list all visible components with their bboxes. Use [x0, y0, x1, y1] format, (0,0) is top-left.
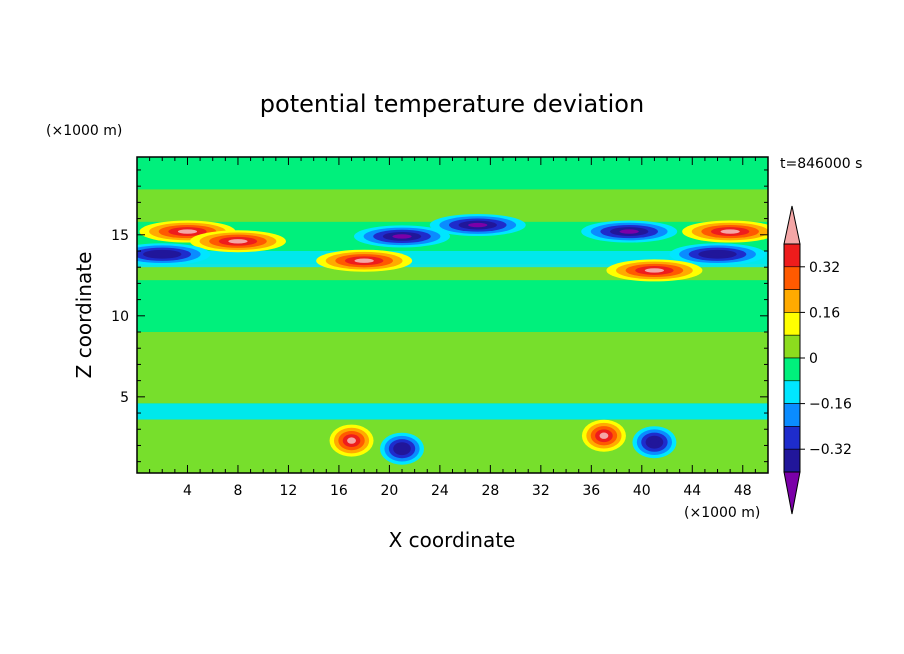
x-unit-label: (×1000 m)	[684, 505, 760, 521]
colorbar-segment	[783, 380, 801, 404]
x-tick-label: 16	[330, 483, 348, 499]
x-tick-label: 36	[582, 483, 600, 499]
colorbar-label: −0.16	[809, 397, 852, 413]
colorbar-label: 0	[809, 351, 818, 367]
colorbar-segment	[783, 403, 801, 427]
contour-feature	[228, 239, 248, 244]
colorbar-segment	[783, 334, 801, 359]
colorbar-segment	[783, 426, 801, 450]
colorbar-label: 0.32	[809, 260, 840, 276]
contour-band	[137, 332, 768, 404]
contour-feature	[650, 439, 659, 446]
contour-feature	[177, 229, 198, 234]
contour-feature	[644, 268, 665, 273]
contour-feature	[720, 229, 740, 234]
contour-feature	[599, 432, 609, 439]
x-tick-label: 12	[280, 483, 298, 499]
y-tick-label: 5	[120, 390, 129, 406]
contour-feature	[392, 234, 412, 239]
contour-feature	[707, 252, 728, 257]
colorbar-top-arrow	[783, 205, 801, 245]
x-tick-label: 40	[633, 483, 651, 499]
contour-field	[137, 157, 768, 473]
colorbar-segment	[783, 243, 801, 268]
contour-feature	[152, 252, 172, 257]
y-tick-label: 10	[111, 309, 129, 325]
colorbar-label: 0.16	[809, 305, 840, 321]
contour-feature	[354, 258, 374, 263]
colorbar-bottom-arrow	[783, 471, 801, 515]
time-label: t=846000 s	[780, 156, 862, 172]
y-tick-label: 15	[111, 228, 129, 244]
colorbar: 0.32 0.16 0 −0.16 −0.32	[783, 205, 852, 515]
x-axis: 4 8 12 16 20 24 28 32 36 40 44 48	[149, 157, 756, 499]
y-unit-label: (×1000 m)	[46, 123, 122, 139]
y-axis: 5 10 15	[111, 169, 768, 463]
y-axis-title: Z coordinate	[72, 252, 96, 379]
contour-feature	[347, 437, 356, 444]
x-tick-label: 44	[683, 483, 701, 499]
colorbar-segment	[783, 266, 801, 290]
colorbar-segment	[783, 448, 801, 473]
contour-band	[137, 403, 768, 420]
x-tick-label: 32	[532, 483, 550, 499]
x-tick-label: 48	[734, 483, 752, 499]
x-axis-title: X coordinate	[389, 528, 516, 552]
colorbar-segment	[783, 289, 801, 313]
x-tick-label: 8	[233, 483, 242, 499]
colorbar-segment	[783, 312, 801, 336]
contour-feature	[397, 445, 407, 452]
contour-band	[137, 250, 768, 268]
colorbar-segment	[783, 357, 801, 382]
contour-feature	[468, 222, 488, 228]
chart-title: potential temperature deviation	[260, 90, 644, 118]
x-tick-label: 28	[481, 483, 499, 499]
x-tick-label: 24	[431, 483, 449, 499]
x-tick-label: 20	[380, 483, 398, 499]
colorbar-label: −0.32	[809, 442, 852, 458]
contour-feature	[619, 229, 639, 234]
x-tick-label: 4	[183, 483, 192, 499]
